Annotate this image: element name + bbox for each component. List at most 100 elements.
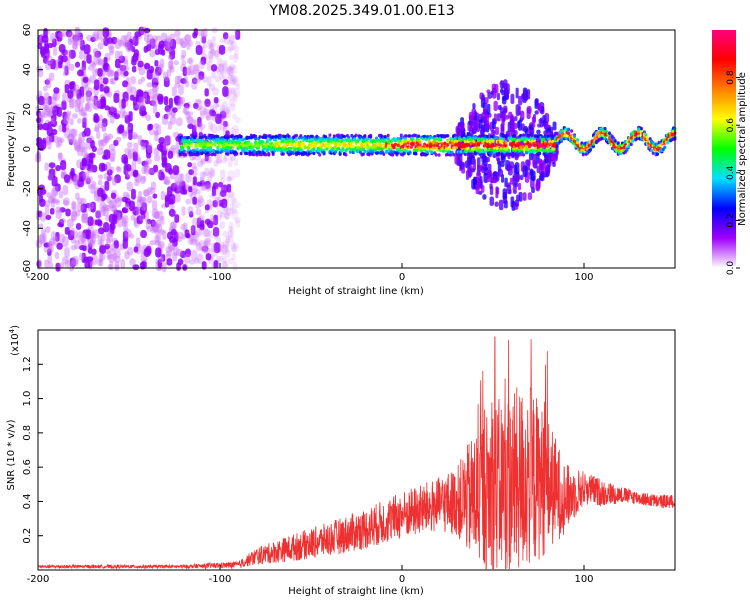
spectrogram-cell	[87, 65, 95, 71]
spectrogram-cell	[194, 98, 202, 105]
spectrogram-cell	[508, 111, 513, 119]
spectrogram-cell	[74, 98, 81, 106]
y-tick-label: 1.0	[22, 391, 33, 407]
spectrogram-cell	[87, 202, 94, 210]
spectrogram-cell	[156, 223, 163, 234]
spectrogram-cell	[186, 115, 193, 125]
spectrogram-cell	[213, 142, 217, 146]
spectrogram-cell	[107, 69, 114, 78]
spectrogram-cell	[80, 197, 87, 206]
spectrogram-cell	[71, 200, 76, 210]
spectrogram-cell	[83, 127, 91, 137]
spectrogram-cell	[509, 115, 515, 128]
spectrogram-cell	[103, 136, 110, 144]
spectrogram-cell	[199, 123, 206, 130]
spectrogram-cell	[70, 167, 75, 177]
y-tick-label: 60	[22, 24, 33, 37]
spectrogram-cell	[482, 150, 486, 154]
spectrogram-cell	[121, 196, 129, 203]
spectrogram-cell	[181, 146, 185, 150]
spectrogram-cell	[552, 147, 556, 151]
spectrogram-cell	[225, 176, 232, 182]
spectrogram-cell	[198, 71, 205, 80]
spectrogram-cell	[73, 175, 80, 181]
spectrogram-cell	[551, 134, 555, 139]
spectrogram-cell	[87, 216, 94, 226]
spectrogram-cell	[434, 136, 438, 141]
spectrogram-cell	[117, 196, 123, 203]
snr-panel: -200 -100 0 100 0.2 0.4 0.6 0.8 1.0 1.2 Height o…	[6, 325, 676, 597]
spectrogram-cell	[53, 87, 60, 94]
spectrogram-cell	[41, 34, 49, 43]
spectrogram-cell	[64, 65, 69, 76]
spectrogram-cell	[267, 153, 271, 157]
spectrogram-cell	[188, 64, 195, 76]
spectrogram-cell	[382, 152, 386, 156]
spectrogram-cell	[230, 154, 236, 161]
spectrogram-cell	[210, 217, 216, 223]
spectrogram-cell	[546, 165, 550, 177]
spectrogram-cell	[67, 32, 75, 43]
spectrogram-cell	[38, 210, 43, 218]
spectrogram-cell	[169, 59, 174, 70]
spectrogram-cell	[195, 147, 199, 151]
spectrogram-cell	[73, 231, 78, 239]
spectrogram-cell	[156, 143, 164, 151]
spectrogram-cell	[472, 121, 477, 134]
spectrogram-cell	[167, 121, 172, 130]
spectrogram-cell	[235, 138, 239, 143]
spectrogram-cell	[187, 162, 193, 168]
spectrogram-cell	[71, 201, 77, 212]
spectrogram-cell	[164, 114, 170, 120]
spectrogram-cell	[146, 148, 152, 159]
spectrogram-cell	[108, 253, 115, 263]
spectrogram-cell	[206, 248, 213, 254]
spectrogram-cell	[238, 138, 242, 143]
spectrogram-cell	[91, 181, 97, 189]
spectrogram-cell	[187, 123, 194, 130]
snr-series-line	[37, 336, 676, 570]
spectrogram-cell	[133, 49, 139, 58]
spectrogram-cell	[235, 152, 239, 156]
spectrogram-cell	[310, 134, 314, 139]
spectrogram-cell	[223, 139, 227, 143]
spectrogram-cell	[140, 175, 146, 185]
spectrogram-cell	[209, 167, 215, 179]
spectrogram-cell	[194, 144, 198, 148]
spectrogram-cell	[63, 115, 70, 125]
spectrogram-cell	[164, 179, 171, 186]
spectrogram-cell	[96, 131, 101, 139]
spectrogram-cell	[98, 122, 104, 129]
spectrogram-cell	[228, 65, 234, 76]
spectrogram-cell	[533, 134, 537, 138]
spectrogram-cell	[200, 29, 207, 38]
spectrogram-cell	[195, 242, 202, 252]
spectrogram-cell	[78, 102, 84, 112]
spectrogram-cell	[526, 159, 531, 166]
spectrogram-cell	[226, 46, 233, 53]
spectrogram-cell	[207, 152, 211, 157]
spectrogram-cell	[273, 148, 277, 153]
spectrogram-cell	[77, 69, 84, 77]
spectrogram-cell	[82, 112, 88, 123]
spectrogram-cell	[201, 138, 205, 143]
spectrogram-cell	[69, 261, 74, 272]
spectrogram-cell	[325, 144, 329, 148]
spectrogram-cell	[185, 248, 191, 258]
spectrogram-cell	[92, 229, 100, 239]
spectrogram-y-axis-label: Frequency (Hz)	[6, 111, 17, 187]
spectrogram-cell	[229, 35, 234, 46]
spectrogram-cell	[45, 135, 53, 144]
spectrogram-cell	[116, 216, 124, 228]
spectrogram-cell	[224, 213, 230, 220]
spectrogram-cell	[211, 110, 217, 117]
spectrogram-cell	[171, 111, 176, 119]
spectrogram-cell	[48, 168, 56, 179]
spectrogram-cell	[44, 108, 51, 117]
spectrogram-cell	[61, 30, 67, 38]
spectrogram-cell	[190, 225, 196, 236]
spectrogram-cell	[213, 242, 221, 254]
spectrogram-cell	[213, 226, 220, 237]
spectrogram-cell	[138, 196, 146, 202]
spectrogram-cell	[61, 55, 68, 63]
